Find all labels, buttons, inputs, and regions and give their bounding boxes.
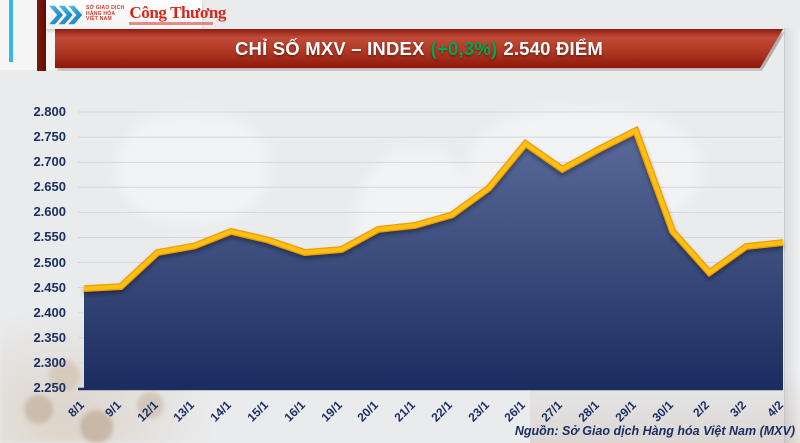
y-tick-label: 2.400: [33, 305, 66, 320]
mxv-logo-line: HÀNG HÓA: [86, 10, 116, 17]
chart-title-prefix: CHỈ SỐ MXV – INDEX: [234, 37, 425, 59]
mxv-logo-line: VIỆT NAM: [86, 16, 112, 23]
source-note: Nguồn: Sở Giao dịch Hàng hóa Việt Nam (M…: [514, 424, 795, 438]
y-tick-label: 2.800: [33, 104, 66, 119]
y-tick-label: 2.500: [33, 255, 66, 270]
logo-box: SỞ GIAO DỊCH HÀNG HÓA VIỆT NAM Công Thươ…: [46, 0, 226, 29]
background-photo-strip: [784, 28, 800, 443]
congthuong-wordmark: Công Thương: [129, 3, 227, 22]
congthuong-tagline-bar: [129, 22, 214, 25]
chart-title-value: 2.540 ĐIỂM: [503, 37, 604, 59]
y-tick-label: 2.300: [33, 355, 66, 370]
y-tick-label: 2.350: [33, 330, 66, 345]
y-tick-label: 2.550: [33, 229, 66, 244]
y-tick-label: 2.600: [33, 204, 66, 219]
index-line: [83, 127, 784, 291]
worldmap-watermark: [118, 112, 268, 224]
congthuong-logo: Công Thương: [129, 4, 226, 25]
chart-title-change: (+0,3%): [430, 37, 498, 59]
y-tick-label: 2.450: [33, 280, 66, 295]
title-banner: CHỈ SỐ MXV – INDEX (+0,3%) 2.540 ĐIỂM: [55, 29, 783, 68]
banner-gap: [46, 0, 55, 70]
corner-background: [0, 0, 37, 70]
y-tick-label: 2.650: [33, 179, 66, 194]
index-area-fill: [84, 130, 783, 388]
y-tick-label: 2.700: [33, 154, 66, 169]
banner-fold-stripe: [37, 0, 46, 71]
y-tick-label: 2.250: [33, 380, 66, 395]
y-tick-label: 2.750: [33, 129, 66, 144]
cyan-accent-stripe: [9, 0, 13, 62]
mxv-logo-icon: [49, 5, 83, 24]
mxv-logo-line: SỞ GIAO DỊCH: [86, 5, 125, 12]
mxv-logo-text: SỞ GIAO DỊCH HÀNG HÓA VIỆT NAM: [86, 5, 125, 23]
